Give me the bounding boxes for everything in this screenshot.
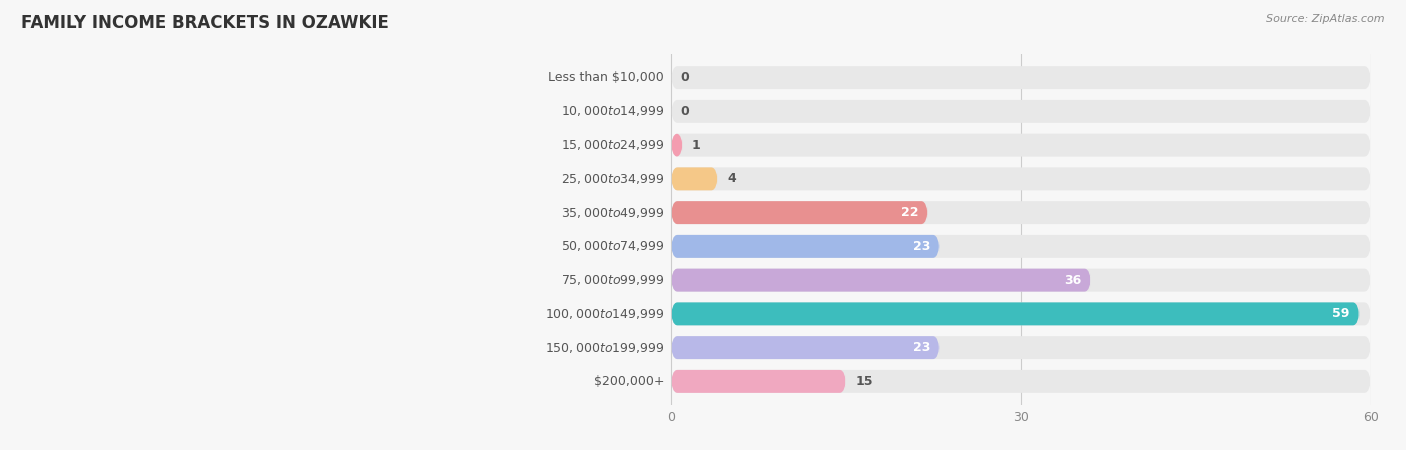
FancyBboxPatch shape bbox=[671, 167, 1371, 190]
Text: 1: 1 bbox=[692, 139, 700, 152]
Text: 4: 4 bbox=[727, 172, 735, 185]
FancyBboxPatch shape bbox=[671, 269, 1371, 292]
Text: $10,000 to $14,999: $10,000 to $14,999 bbox=[561, 104, 664, 118]
Text: 23: 23 bbox=[912, 341, 929, 354]
Text: 22: 22 bbox=[901, 206, 918, 219]
Text: $35,000 to $49,999: $35,000 to $49,999 bbox=[561, 206, 664, 220]
FancyBboxPatch shape bbox=[671, 100, 1371, 123]
Text: 23: 23 bbox=[912, 240, 929, 253]
FancyBboxPatch shape bbox=[671, 302, 1360, 325]
FancyBboxPatch shape bbox=[671, 370, 846, 393]
FancyBboxPatch shape bbox=[671, 134, 683, 157]
Text: FAMILY INCOME BRACKETS IN OZAWKIE: FAMILY INCOME BRACKETS IN OZAWKIE bbox=[21, 14, 389, 32]
FancyBboxPatch shape bbox=[671, 134, 1371, 157]
FancyBboxPatch shape bbox=[671, 235, 939, 258]
Text: $25,000 to $34,999: $25,000 to $34,999 bbox=[561, 172, 664, 186]
Text: $15,000 to $24,999: $15,000 to $24,999 bbox=[561, 138, 664, 152]
FancyBboxPatch shape bbox=[671, 201, 928, 224]
Text: $100,000 to $149,999: $100,000 to $149,999 bbox=[544, 307, 664, 321]
FancyBboxPatch shape bbox=[671, 201, 1371, 224]
FancyBboxPatch shape bbox=[671, 235, 1371, 258]
Text: Source: ZipAtlas.com: Source: ZipAtlas.com bbox=[1267, 14, 1385, 23]
FancyBboxPatch shape bbox=[671, 336, 1371, 359]
Text: 0: 0 bbox=[681, 105, 689, 118]
FancyBboxPatch shape bbox=[671, 302, 1371, 325]
FancyBboxPatch shape bbox=[671, 167, 717, 190]
Text: 15: 15 bbox=[855, 375, 873, 388]
Text: $150,000 to $199,999: $150,000 to $199,999 bbox=[544, 341, 664, 355]
FancyBboxPatch shape bbox=[671, 370, 1371, 393]
Text: 59: 59 bbox=[1333, 307, 1350, 320]
Text: 0: 0 bbox=[681, 71, 689, 84]
FancyBboxPatch shape bbox=[671, 66, 1371, 89]
Text: $75,000 to $99,999: $75,000 to $99,999 bbox=[561, 273, 664, 287]
Text: 36: 36 bbox=[1064, 274, 1081, 287]
Text: $200,000+: $200,000+ bbox=[593, 375, 664, 388]
FancyBboxPatch shape bbox=[671, 269, 1091, 292]
FancyBboxPatch shape bbox=[671, 336, 939, 359]
Text: Less than $10,000: Less than $10,000 bbox=[548, 71, 664, 84]
Text: $50,000 to $74,999: $50,000 to $74,999 bbox=[561, 239, 664, 253]
